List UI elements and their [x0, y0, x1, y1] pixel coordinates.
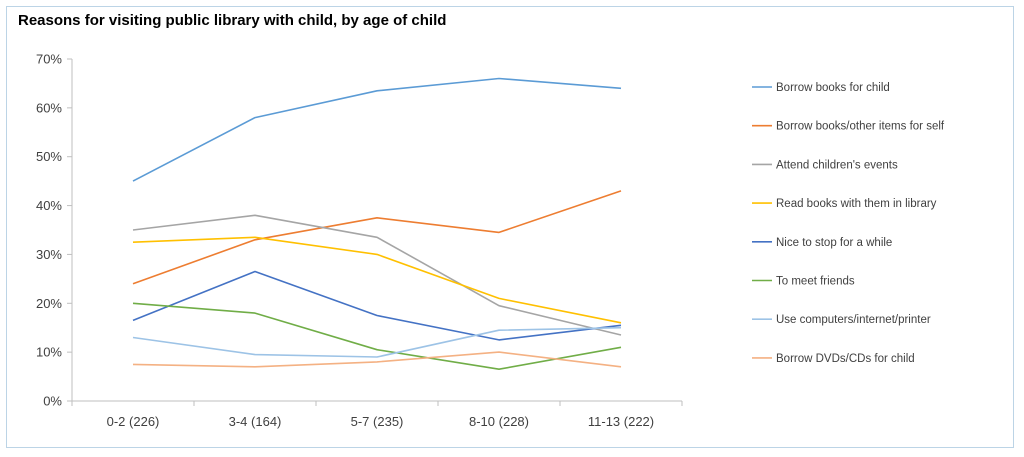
- legend-label: Borrow books for child: [776, 82, 890, 94]
- y-tick-label: 50%: [36, 149, 62, 164]
- y-tick-label: 40%: [36, 198, 62, 213]
- legend-label: Attend children's events: [776, 159, 898, 171]
- series-line-5: [132, 270, 622, 341]
- y-tick-label: 30%: [36, 247, 62, 262]
- legend-label: Read books with them in library: [776, 198, 937, 210]
- y-tick-label: 0%: [43, 394, 62, 409]
- x-tick-label: 5-7 (235): [351, 414, 404, 429]
- series-line-2: [132, 190, 622, 285]
- legend-label: Use computers/internet/printer: [776, 314, 931, 326]
- series-line-6: [132, 302, 622, 371]
- legend-label: Borrow DVDs/CDs for child: [776, 353, 915, 365]
- chart-title: Reasons for visiting public library with…: [18, 12, 447, 29]
- series-line-8: [132, 351, 622, 368]
- series-line-7: [132, 326, 622, 358]
- series-line-3: [132, 214, 622, 336]
- y-tick-label: 70%: [36, 52, 62, 67]
- legend-label: To meet friends: [776, 276, 855, 288]
- legend-label: Nice to stop for a while: [776, 237, 892, 249]
- legend-label: Borrow books/other items for self: [776, 121, 945, 133]
- y-tick-label: 10%: [36, 345, 62, 360]
- x-tick-label: 3-4 (164): [229, 414, 282, 429]
- series-line-1: [132, 77, 622, 182]
- y-tick-label: 60%: [36, 100, 62, 115]
- y-tick-label: 20%: [36, 296, 62, 311]
- series-line-4: [132, 236, 622, 324]
- x-tick-label: 8-10 (228): [469, 414, 529, 429]
- x-tick-label: 0-2 (226): [107, 414, 160, 429]
- x-tick-label: 11-13 (222): [588, 414, 654, 429]
